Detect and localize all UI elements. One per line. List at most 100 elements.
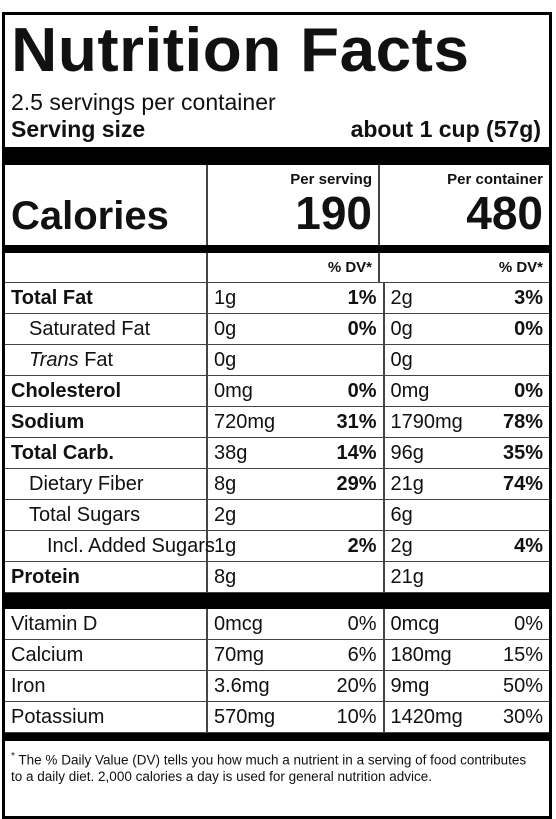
daily-value bbox=[483, 345, 549, 375]
serving-size: Serving size about 1 cup (57g) bbox=[5, 115, 549, 145]
daily-value-text: 4% bbox=[514, 534, 543, 557]
footnote-marker: * bbox=[11, 751, 15, 762]
nutrient-name-cell: Iron bbox=[5, 671, 208, 701]
calories-serving: Per serving 190 bbox=[208, 165, 380, 245]
amount-text: 8g bbox=[214, 472, 237, 495]
amount: 38g bbox=[208, 438, 307, 468]
amount: 1420mg bbox=[385, 702, 484, 732]
nutrient-name-cell: Sodium bbox=[5, 407, 208, 437]
nutrient-name: Dietary Fiber bbox=[29, 472, 144, 495]
daily-value: 14% bbox=[307, 438, 385, 468]
daily-value: 0% bbox=[483, 314, 549, 344]
nutrient-name-cell: Potassium bbox=[5, 702, 208, 732]
daily-value: 1% bbox=[307, 283, 385, 313]
amount: 0mcg bbox=[385, 609, 484, 639]
amount-text: 2g bbox=[390, 534, 413, 557]
amount-text: 0mg bbox=[390, 379, 430, 402]
nutrient-row: Total Carb. 38g 14% 96g 35% bbox=[5, 438, 549, 469]
daily-value-text: 31% bbox=[336, 410, 377, 433]
daily-value: 0% bbox=[307, 376, 385, 406]
servings: 2.5 servings per container bbox=[11, 89, 276, 115]
divider bbox=[5, 593, 549, 609]
daily-value-text: 1% bbox=[347, 286, 377, 309]
nutrient-row: Sodium 720mg 31% 1790mg 78% bbox=[5, 407, 549, 438]
calories-container: Per container 480 bbox=[380, 165, 549, 245]
amount: 570mg bbox=[208, 702, 307, 732]
nutrient-name-cell: Dietary Fiber bbox=[5, 469, 208, 499]
nutrient-row: Potassium 570mg 10% 1420mg 30% bbox=[5, 702, 549, 733]
daily-value: 0% bbox=[483, 376, 549, 406]
amount: 96g bbox=[385, 438, 484, 468]
spacer bbox=[5, 253, 208, 282]
amount: 21g bbox=[385, 469, 484, 499]
daily-value bbox=[483, 500, 549, 530]
amount: 8g bbox=[208, 562, 307, 592]
amount-text: 0mcg bbox=[214, 612, 263, 635]
daily-value-text: 35% bbox=[502, 441, 543, 464]
nutrient-name-cell: Total Carb. bbox=[5, 438, 208, 468]
nutrient-name-cell: Protein bbox=[5, 562, 208, 592]
divider bbox=[5, 147, 549, 165]
daily-value-text: 30% bbox=[502, 705, 543, 728]
nutrient-name: Iron bbox=[11, 674, 46, 697]
nutrient-name: Protein bbox=[11, 565, 80, 588]
amount-text: 3.6mg bbox=[214, 674, 270, 697]
amount: 2g bbox=[385, 531, 484, 561]
divider bbox=[5, 733, 549, 741]
nutrient-name: Vitamin D bbox=[11, 612, 98, 635]
calories-value: 190 bbox=[295, 187, 372, 239]
divider bbox=[5, 245, 549, 253]
nutrient-row: Total Sugars 2g 6g bbox=[5, 500, 549, 531]
nutrition-label: Nutrition Facts 2.5 servings per contain… bbox=[2, 12, 552, 819]
daily-value-text: 0% bbox=[514, 379, 543, 402]
daily-value: 31% bbox=[307, 407, 385, 437]
daily-value-text: 6% bbox=[347, 643, 377, 666]
daily-value-text: 0% bbox=[514, 317, 543, 340]
nutrient-name-cell: Incl. Added Sugars bbox=[5, 531, 215, 561]
daily-value-text: 3% bbox=[514, 286, 543, 309]
daily-value bbox=[307, 345, 385, 375]
daily-value-text: 10% bbox=[336, 705, 377, 728]
nutrient-row: Iron 3.6mg 20% 9mg 50% bbox=[5, 671, 549, 702]
amount: 0g bbox=[385, 314, 484, 344]
daily-value-text: 29% bbox=[336, 472, 377, 495]
daily-value: 35% bbox=[483, 438, 549, 468]
dv-header: % DV* bbox=[208, 253, 380, 282]
amount-text: 9mg bbox=[390, 674, 430, 697]
nutrient-row: Protein 8g 21g bbox=[5, 562, 549, 593]
nutrient-name-cell: Trans Fat bbox=[5, 345, 208, 375]
amount-text: 0g bbox=[214, 317, 237, 340]
nutrient-name: Incl. Added Sugars bbox=[47, 534, 215, 557]
daily-value-text: 50% bbox=[502, 674, 543, 697]
amount: 0mcg bbox=[208, 609, 307, 639]
calories-label: Calories bbox=[5, 165, 208, 245]
amount: 0mg bbox=[385, 376, 484, 406]
amount: 6g bbox=[385, 500, 484, 530]
daily-value-text: 20% bbox=[336, 674, 377, 697]
amount-text: 1420mg bbox=[390, 705, 463, 728]
daily-value: 15% bbox=[483, 640, 549, 670]
daily-value bbox=[307, 500, 385, 530]
calories-row: Calories Per serving 190 Per container 4… bbox=[5, 165, 549, 245]
daily-value: 30% bbox=[483, 702, 549, 732]
daily-value-text: 78% bbox=[502, 410, 543, 433]
amount-text: 0g bbox=[390, 348, 413, 371]
nutrient-row: Total Fat 1g 1% 2g 3% bbox=[5, 283, 549, 314]
amount: 21g bbox=[385, 562, 484, 592]
amount-text: 0mg bbox=[214, 379, 253, 402]
nutrient-rows: Total Fat 1g 1% 2g 3% Saturated Fat 0g 0% 0g 0% Tr… bbox=[5, 283, 549, 593]
serving-size-label: Serving size bbox=[11, 116, 146, 142]
amount: 180mg bbox=[385, 640, 484, 670]
nutrient-row: Vitamin D 0mcg 0% 0mcg 0% bbox=[5, 609, 549, 640]
nutrient-name: Sodium bbox=[11, 410, 85, 433]
daily-value-text: 14% bbox=[336, 441, 377, 464]
amount-text: 21g bbox=[390, 565, 424, 588]
amount-text: 570mg bbox=[214, 705, 276, 728]
nutrient-row: Dietary Fiber 8g 29% 21g 74% bbox=[5, 469, 549, 500]
amount-text: 720mg bbox=[214, 410, 276, 433]
amount: 1g bbox=[208, 531, 307, 561]
nutrient-name: Cholesterol bbox=[11, 379, 122, 402]
nutrient-name-cell: Total Sugars bbox=[5, 500, 208, 530]
daily-value: 2% bbox=[307, 531, 385, 561]
